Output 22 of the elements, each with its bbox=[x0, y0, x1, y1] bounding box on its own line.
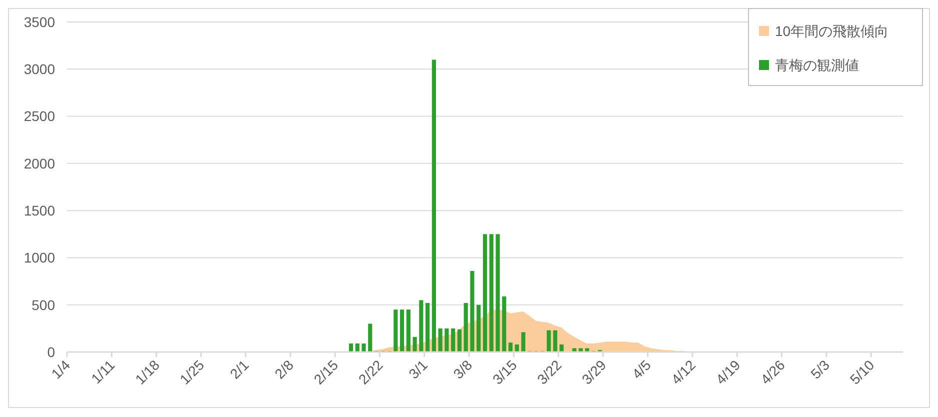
x-tick-label: 4/26 bbox=[757, 356, 788, 388]
x-tick-label: 3/8 bbox=[450, 356, 476, 382]
y-tick-label: 1000 bbox=[24, 250, 56, 266]
y-tick-label: 1500 bbox=[24, 202, 56, 218]
x-tick-label: 5/10 bbox=[846, 356, 878, 388]
x-tick-label: 2/1 bbox=[226, 356, 252, 382]
y-tick-label: 3500 bbox=[24, 14, 56, 30]
y-tick-label: 2500 bbox=[24, 108, 56, 124]
x-tick-label: 3/1 bbox=[405, 356, 431, 382]
x-tick-label: 2/8 bbox=[271, 356, 297, 382]
y-tick-label: 3000 bbox=[24, 61, 56, 78]
legend-label: 青梅の観測値 bbox=[775, 56, 859, 73]
x-tick-label: 4/19 bbox=[712, 356, 744, 388]
x-tick-label: 5/3 bbox=[807, 356, 833, 382]
x-tick-label: 4/12 bbox=[668, 356, 699, 388]
x-tick-label: 3/29 bbox=[578, 356, 610, 388]
y-tick-label: 2000 bbox=[24, 155, 56, 172]
x-tick-label: 4/5 bbox=[628, 356, 654, 382]
x-tick-label: 1/11 bbox=[88, 356, 118, 387]
legend-label: 10年間の飛散傾向 bbox=[775, 22, 889, 39]
x-tick-label: 3/22 bbox=[534, 356, 565, 388]
y-tick-label: 500 bbox=[32, 296, 56, 313]
